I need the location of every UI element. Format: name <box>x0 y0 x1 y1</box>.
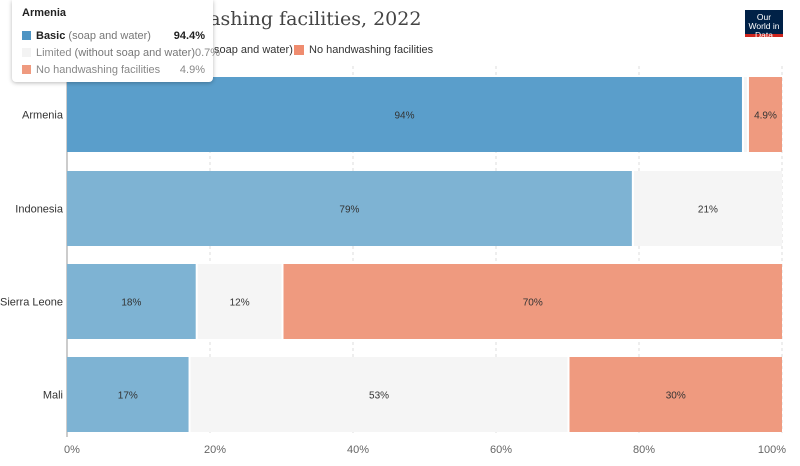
tooltip-swatch-no-facilities <box>22 65 31 74</box>
data-label-sierra-leone-none: 70% <box>523 298 543 309</box>
x-tick-label: 60% <box>490 444 512 456</box>
bar-indonesia-basic[interactable] <box>67 171 632 246</box>
bar-armenia-limited[interactable] <box>743 77 747 152</box>
bar-mali-limited[interactable] <box>190 357 568 432</box>
owid-logo[interactable]: Our World in Data <box>745 10 783 40</box>
data-label-mali-none: 30% <box>666 391 686 402</box>
legend-item-no-facilities[interactable]: No handwashing facilities <box>294 44 433 56</box>
x-tick-label: 0% <box>64 444 80 456</box>
bar-sierra-leone-limited[interactable] <box>197 264 282 339</box>
category-label-armenia: Armenia <box>22 110 64 122</box>
data-label-indonesia-limited: 21% <box>698 205 718 216</box>
bar-armenia-none[interactable] <box>748 77 782 152</box>
tooltip-row-limited: Limited (without soap and water) 0.7% <box>22 45 220 60</box>
bar-sierra-leone-none[interactable] <box>283 264 783 339</box>
tooltip-row-basic: Basic (soap and water) 94.4% <box>22 28 205 43</box>
tooltip-label-no-facilities: No handwashing facilities <box>36 63 161 76</box>
category-label-sierra-leone: Sierra Leone <box>0 297 63 309</box>
bar-sierra-leone-basic[interactable] <box>67 264 196 339</box>
tooltip-label-limited: Limited <box>36 46 72 59</box>
x-tick-label: 100% <box>758 444 786 456</box>
legend-swatch-no-facilities <box>294 45 304 55</box>
tooltip-value-no-facilities: 4.9% <box>179 63 205 76</box>
legend-label-basic: soap and water) <box>214 44 293 56</box>
bar-armenia-basic[interactable] <box>67 77 742 152</box>
tooltip-swatch-basic <box>22 31 31 40</box>
legend-item-basic[interactable]: soap and water) <box>214 44 293 56</box>
tooltip-value-basic: 94.4% <box>173 29 205 42</box>
tooltip: Armenia Basic (soap and water) 94.4% Lim… <box>12 0 220 82</box>
tooltip-sublabel-basic: (soap and water) <box>68 29 151 42</box>
x-tick-label: 40% <box>347 444 369 456</box>
tooltip-swatch-limited <box>22 48 31 57</box>
data-label-mali-basic: 17% <box>118 391 138 402</box>
tooltip-row-no-facilities: No handwashing facilities 4.9% <box>22 62 205 77</box>
tooltip-sublabel-limited: (without soap and water) <box>74 46 195 59</box>
category-label-indonesia: Indonesia <box>15 204 64 216</box>
data-label-mali-limited: 53% <box>369 391 389 402</box>
tooltip-value-limited: 0.7% <box>194 46 221 59</box>
tooltip-label-basic: Basic <box>36 29 66 42</box>
x-tick-label: 20% <box>204 444 226 456</box>
bar-mali-none[interactable] <box>569 357 783 432</box>
data-label-armenia-basic: 94% <box>394 111 414 122</box>
category-label-mali: Mali <box>43 390 63 402</box>
data-label-sierra-leone-limited: 12% <box>230 298 250 309</box>
x-tick-label: 80% <box>633 444 655 456</box>
tooltip-title: Armenia <box>22 7 67 19</box>
data-label-indonesia-basic: 79% <box>339 205 359 216</box>
bar-mali-basic[interactable] <box>67 357 189 432</box>
legend-label-no-facilities: No handwashing facilities <box>309 44 434 56</box>
data-label-sierra-leone-basic: 18% <box>121 298 141 309</box>
data-label-armenia-none: 4.9% <box>754 111 777 122</box>
bar-indonesia-limited[interactable] <box>633 171 782 246</box>
